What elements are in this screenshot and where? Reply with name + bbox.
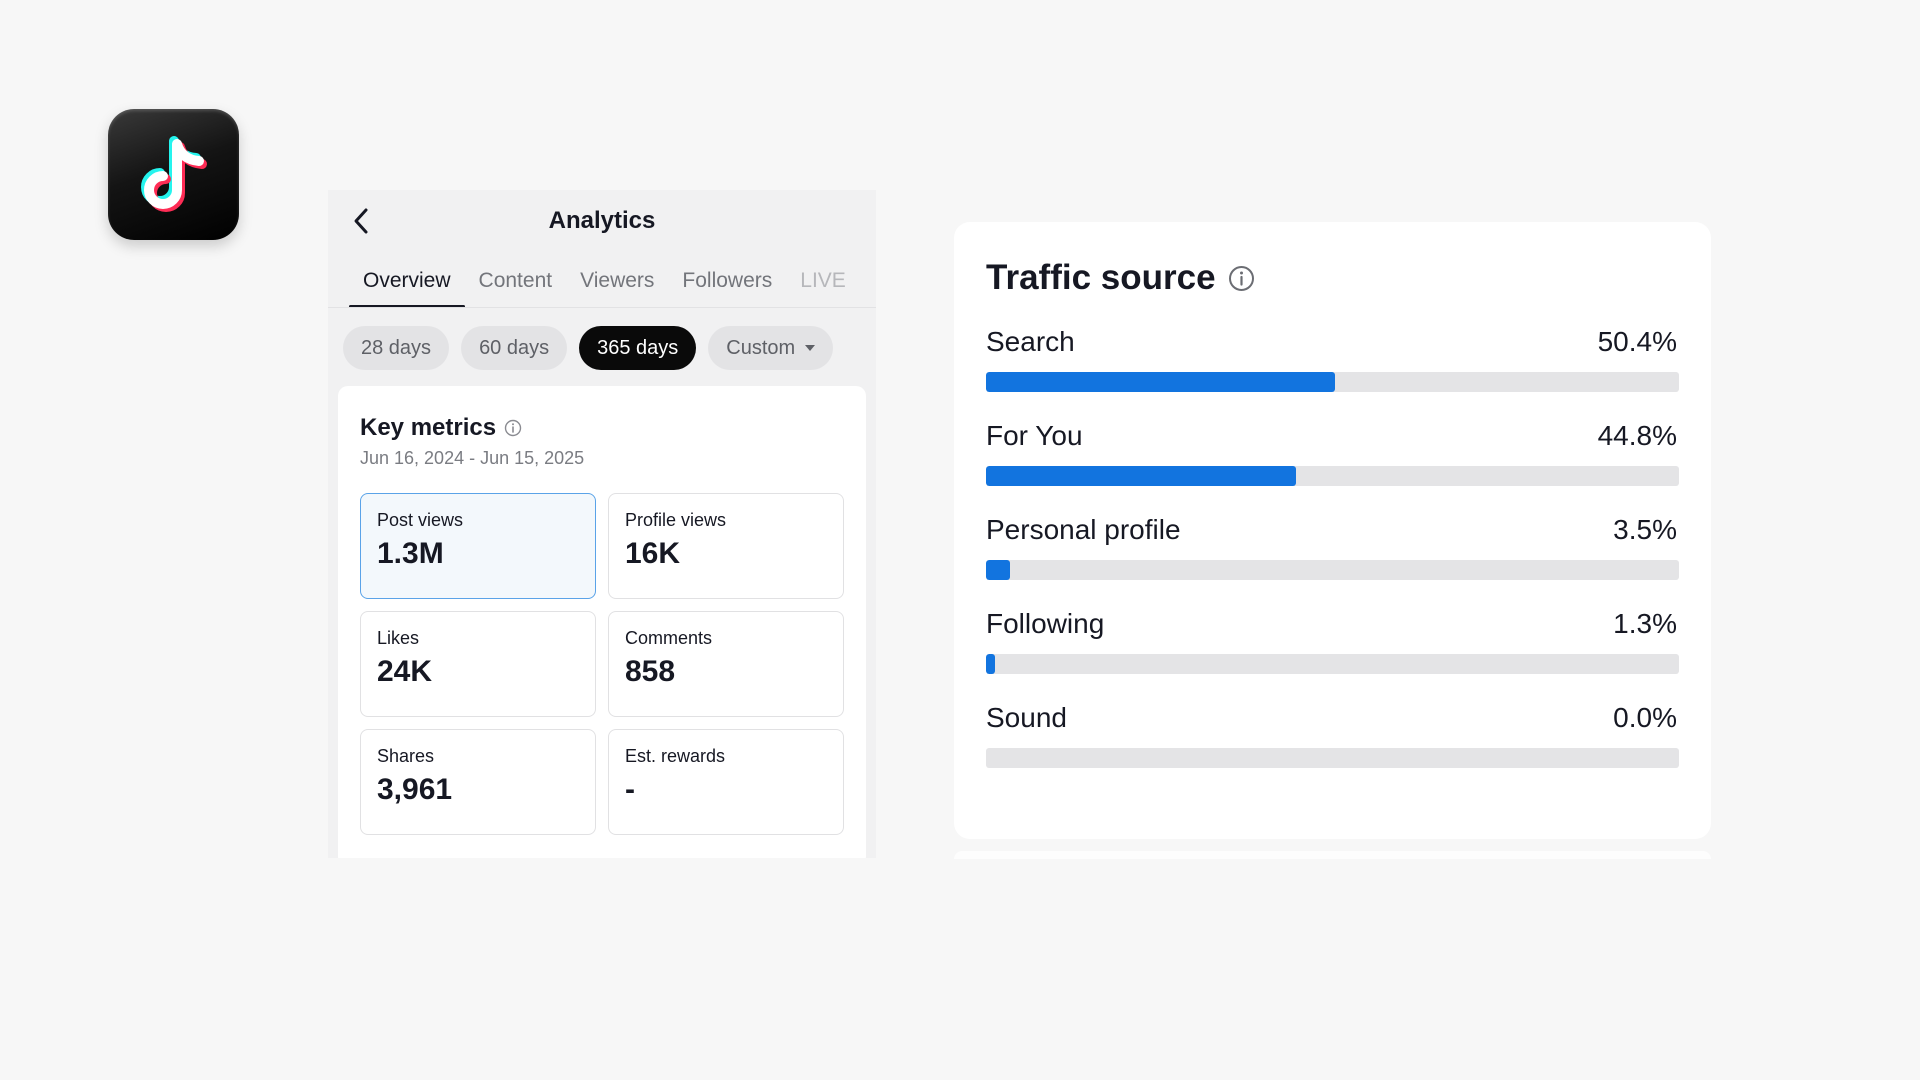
source-name: Personal profile: [986, 514, 1181, 545]
page-title: Analytics: [548, 207, 656, 234]
traffic-row-sound: Sound 0.0%: [986, 702, 1679, 768]
progress-fill: [986, 372, 1336, 392]
metrics-grid: Post views 1.3M Profile views 16K Likes …: [360, 493, 844, 835]
metric-post-views[interactable]: Post views 1.3M: [360, 493, 596, 599]
source-name: Search: [986, 326, 1075, 357]
range-custom-label: Custom: [726, 336, 796, 359]
metric-label: Shares: [377, 746, 435, 766]
source-name: Sound: [986, 702, 1067, 733]
progress-fill: [986, 466, 1297, 486]
metric-label: Est. rewards: [625, 746, 726, 766]
metric-est-rewards[interactable]: Est. rewards -: [608, 729, 844, 835]
source-percent: 50.4%: [1597, 326, 1677, 357]
traffic-row-search: Search 50.4%: [986, 326, 1679, 392]
metric-shares[interactable]: Shares 3,961: [360, 729, 596, 835]
range-custom-chip[interactable]: Custom: [708, 326, 834, 370]
tab-viewers[interactable]: Viewers: [580, 269, 655, 292]
date-range-chips: 28 days 60 days 365 days Custom: [328, 308, 876, 370]
progress-track: [986, 654, 1679, 674]
progress-fill: [986, 654, 995, 674]
analytics-panel: Analytics Overview Content Viewers Follo…: [328, 190, 876, 858]
range-28-days-chip[interactable]: 28 days: [343, 326, 450, 370]
tiktok-logo-icon: [108, 109, 239, 240]
back-button[interactable]: [346, 206, 376, 236]
tab-live[interactable]: LIVE: [800, 269, 846, 292]
metric-profile-views[interactable]: Profile views 16K: [608, 493, 844, 599]
tab-followers[interactable]: Followers: [682, 269, 773, 292]
chevron-left-icon: [354, 208, 368, 234]
metric-value: 24K: [377, 655, 433, 688]
date-range-text: Jun 16, 2024 - Jun 15, 2025: [360, 448, 585, 468]
range-60-days-chip[interactable]: 60 days: [461, 326, 568, 370]
traffic-row-following: Following 1.3%: [986, 608, 1679, 674]
metric-likes[interactable]: Likes 24K: [360, 611, 596, 717]
source-name: For You: [986, 420, 1083, 451]
progress-track: [986, 748, 1679, 768]
tab-overview[interactable]: Overview: [349, 269, 465, 307]
caret-down-icon: [805, 345, 816, 351]
nav-bar: Analytics: [328, 190, 876, 252]
progress-track: [986, 372, 1679, 392]
source-percent: 3.5%: [1613, 514, 1677, 545]
metric-label: Post views: [377, 510, 464, 530]
traffic-row-personal-profile: Personal profile 3.5%: [986, 514, 1679, 580]
key-metrics-title: Key metrics: [360, 414, 497, 441]
info-icon[interactable]: [1228, 265, 1255, 292]
source-percent: 1.3%: [1613, 608, 1677, 639]
metric-value: 1.3M: [377, 537, 444, 570]
metric-comments[interactable]: Comments 858: [608, 611, 844, 717]
progress-track: [986, 560, 1679, 580]
range-365-days-chip[interactable]: 365 days: [579, 326, 697, 370]
metric-label: Comments: [625, 628, 713, 648]
metric-label: Likes: [377, 628, 420, 648]
traffic-row-for-you: For You 44.8%: [986, 420, 1679, 486]
traffic-source-card: Traffic source Search 50.4% For You 44.8…: [954, 222, 1711, 839]
metric-label: Profile views: [625, 510, 727, 530]
source-percent: 0.0%: [1613, 702, 1677, 733]
progress-track: [986, 466, 1679, 486]
key-metrics-card: Key metrics Jun 16, 2024 - Jun 15, 2025 …: [338, 386, 866, 858]
tab-content[interactable]: Content: [478, 269, 553, 292]
source-name: Following: [986, 608, 1105, 639]
metric-value: 16K: [625, 537, 681, 570]
info-icon[interactable]: [504, 419, 522, 437]
next-card-edge: [954, 851, 1711, 859]
traffic-source-title: Traffic source: [986, 258, 1216, 297]
metric-value: -: [625, 773, 635, 806]
metric-value: 3,961: [377, 773, 453, 806]
tab-bar: Overview Content Viewers Followers LIVE: [328, 252, 876, 308]
metric-value: 858: [625, 655, 676, 688]
source-percent: 44.8%: [1597, 420, 1677, 451]
progress-fill: [986, 560, 1011, 580]
